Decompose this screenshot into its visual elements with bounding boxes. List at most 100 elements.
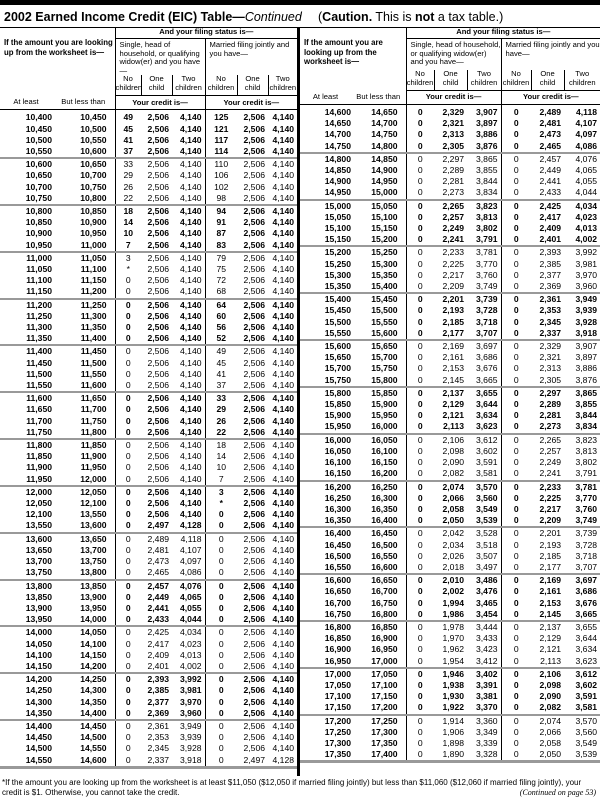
cell-married-one-child: 2,137 [531, 619, 565, 634]
cell-but-less-than: 14,900 [371, 165, 398, 176]
cell-married-one-child: 2,433 [539, 187, 562, 198]
cell-at-least: 16,800 [300, 619, 351, 634]
cell-but-less-than: 16,850 [351, 619, 407, 634]
cell-single-one-child: 2,433 [147, 614, 170, 625]
cell-married-one-child: 2,506 [243, 228, 266, 239]
cell-married-no-children: 0 [500, 550, 532, 562]
cell-at-least: 16,200 [300, 479, 351, 493]
cell-single-no-children: 0 [405, 292, 435, 306]
cell-single-one-child: 2,297 [434, 151, 468, 166]
cell-married-two-children: 3,602 [575, 679, 598, 690]
cell-married-one-child: 2,506 [243, 614, 266, 625]
cell-but-less-than: 15,150 [371, 223, 398, 234]
cell-but-less-than: 16,950 [371, 644, 398, 655]
table-row: 14,500 14,550 0 2,345 3,928 0 2,506 4,140 [0, 743, 297, 755]
cell-at-least: 17,050 [324, 679, 351, 690]
cell-single-no-children: 41 [114, 134, 142, 146]
cell-married-one-child: 2,090 [539, 691, 562, 702]
cell-single-one-child: 2,337 [141, 754, 173, 769]
cell-but-less-than: 10,700 [80, 170, 107, 181]
cell-single-one-child: 2,473 [147, 556, 170, 567]
table-row: 11,000 11,050 3 2,506 4,140 79 2,506 4,140 [0, 250, 298, 265]
cell-married-no-children: 0 [500, 281, 532, 294]
cell-married-no-children: 0 [500, 327, 532, 341]
cell-single-one-child: 1,914 [434, 713, 468, 727]
cell-but-less-than: 14,050 [52, 625, 116, 639]
cell-married-no-children: 0 [204, 707, 238, 720]
cell-married-no-children: 0 [500, 432, 532, 446]
eic-table: If the amount you are looking up from th… [0, 26, 298, 769]
eic-table-right: If the amount you are looking up from th… [300, 27, 600, 764]
cell-single-no-children: 0 [114, 754, 142, 769]
cell-married-no-children: 0 [500, 292, 532, 306]
cell-married-no-children: 0 [500, 258, 532, 270]
cell-at-least: 13,650 [25, 544, 52, 555]
cell-married-two-children: 4,044 [575, 187, 598, 198]
cell-but-less-than: 11,750 [80, 415, 107, 426]
cell-but-less-than: 13,700 [80, 544, 107, 555]
cell-single-no-children: 0 [405, 374, 435, 387]
cell-at-least: 15,500 [324, 316, 351, 327]
cell-single-two-children: 3,634 [476, 410, 498, 421]
cell-married-no-children: 0 [500, 479, 532, 493]
cell-single-two-children: 4,097 [180, 556, 202, 567]
cell-single-two-children: 3,992 [172, 672, 206, 686]
cell-single-two-children: 3,960 [180, 707, 202, 718]
cell-at-least: 11,700 [26, 415, 52, 426]
cell-married-no-children: 83 [204, 239, 238, 252]
cell-but-less-than: 14,350 [80, 696, 107, 707]
cell-single-no-children: 0 [114, 297, 142, 311]
cell-single-no-children: 0 [114, 602, 142, 615]
cell-single-one-child: 2,506 [147, 368, 170, 379]
table-row: 14,300 14,350 0 2,377 3,970 0 2,506 4,140 [0, 696, 297, 708]
cell-married-two-children: 4,140 [268, 531, 298, 545]
table-row: 11,250 11,300 0 2,506 4,140 60 2,506 4,140 [0, 310, 297, 323]
table-row: 16,100 16,150 0 2,090 3,591 0 2,249 3,802 [300, 457, 600, 469]
cell-married-two-children: 4,140 [272, 544, 295, 555]
column-header-two-children: Two children [171, 75, 206, 97]
footnote: *If the amount you are looking up from t… [2, 778, 582, 797]
cell-at-least: 13,900 [25, 602, 52, 613]
cell-at-least: 11,650 [26, 404, 52, 415]
at-least-header: At least [300, 90, 351, 105]
cell-married-no-children: 0 [500, 573, 532, 587]
cell-single-no-children: 0 [114, 426, 142, 440]
cell-single-two-children: 4,140 [172, 297, 206, 311]
cell-single-no-children: 0 [405, 118, 435, 130]
cell-married-two-children: 4,140 [272, 322, 295, 333]
cell-but-less-than: 14,650 [371, 107, 398, 117]
cell-single-two-children: 3,823 [467, 198, 502, 212]
cell-at-least: 16,450 [324, 539, 351, 550]
cell-but-less-than: 15,100 [371, 211, 398, 222]
cell-married-two-children: 4,128 [268, 754, 298, 769]
table-row: 13,650 13,700 0 2,481 4,107 0 2,506 4,140 [0, 544, 297, 557]
cell-married-two-children: 4,140 [268, 250, 298, 265]
cell-single-two-children: 4,140 [180, 451, 202, 462]
cell-single-no-children: 0 [405, 503, 435, 516]
table-row: 11,650 11,700 0 2,506 4,140 29 2,506 4,140 [0, 404, 297, 416]
cell-single-two-children: 3,581 [476, 468, 498, 479]
cell-single-one-child: 2,002 [442, 586, 465, 597]
cell-single-two-children: 3,339 [476, 737, 498, 748]
cell-single-no-children: 37 [114, 145, 142, 159]
cell-but-less-than: 11,700 [80, 404, 107, 415]
cell-but-less-than: 15,800 [371, 374, 398, 385]
cell-married-two-children: 4,140 [268, 672, 298, 686]
cell-at-least: 14,450 [25, 732, 52, 743]
cell-married-no-children: 0 [500, 608, 532, 621]
cell-single-one-child: 2,506 [147, 322, 170, 333]
cell-single-one-child: 2,265 [434, 198, 468, 212]
cell-married-one-child: 2,353 [539, 305, 562, 316]
cell-single-no-children: 0 [405, 445, 435, 458]
cell-single-two-children: 3,770 [476, 258, 498, 269]
cell-single-no-children: 0 [405, 363, 435, 375]
cell-married-no-children: 18 [204, 438, 238, 452]
cell-at-least: 15,850 [324, 399, 351, 410]
cell-but-less-than: 11,600 [80, 380, 107, 391]
cell-at-least: 10,500 [25, 134, 52, 145]
cell-single-two-children: 4,128 [180, 520, 202, 531]
cell-married-no-children: 52 [204, 333, 238, 346]
cell-single-one-child: 2,506 [141, 484, 173, 499]
cell-single-two-children: 4,107 [180, 544, 202, 555]
cell-but-less-than: 15,600 [371, 327, 398, 338]
